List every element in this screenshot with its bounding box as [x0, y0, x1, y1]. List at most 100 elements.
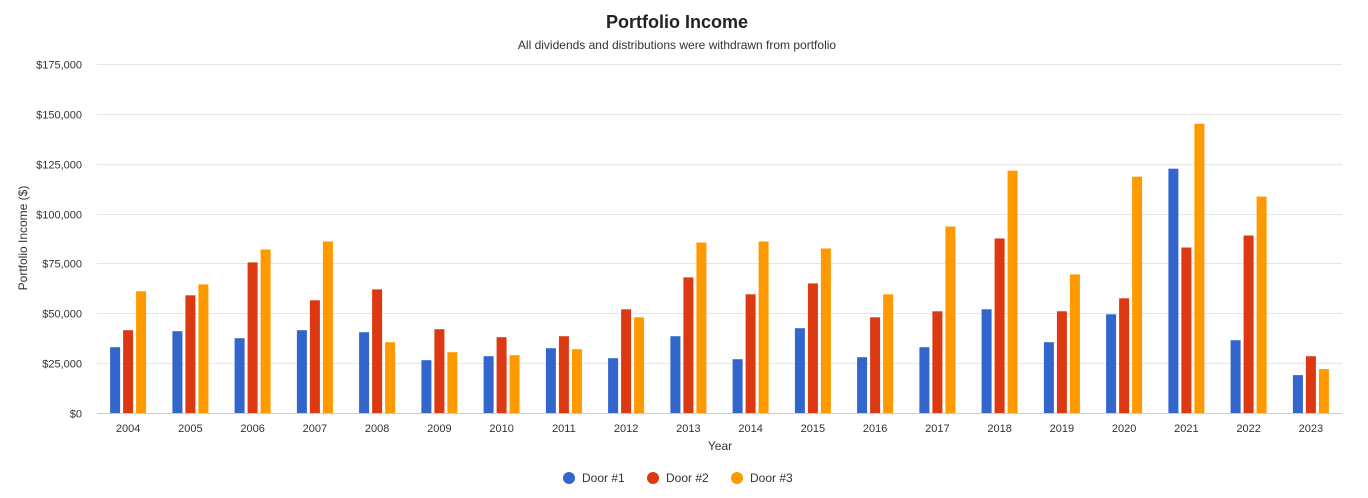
bar-door1-2008[interactable] [359, 332, 370, 413]
bar-door2-2021[interactable] [1181, 247, 1192, 414]
bar-door3-2009[interactable] [447, 352, 458, 413]
legend-label: Door #3 [750, 471, 793, 485]
bar-door1-2014[interactable] [732, 359, 743, 413]
bar-door1-2023[interactable] [1292, 375, 1303, 413]
bar-door2-2017[interactable] [932, 311, 943, 413]
x-tick-label: 2007 [303, 423, 327, 435]
bar-door3-2016[interactable] [883, 294, 894, 413]
bar-door3-2011[interactable] [571, 349, 582, 413]
bar-door1-2015[interactable] [794, 328, 805, 413]
bar-door2-2016[interactable] [870, 317, 881, 413]
legend-marker [647, 472, 659, 484]
y-tick-label: $75,000 [42, 259, 82, 271]
chart-title: Portfolio Income [606, 12, 748, 32]
bar-door3-2010[interactable] [509, 355, 520, 413]
chart-subtitle: All dividends and distributions were wit… [518, 38, 836, 52]
x-tick-label: 2010 [489, 423, 513, 435]
bar-door1-2019[interactable] [1043, 342, 1054, 413]
x-tick-label: 2021 [1174, 423, 1198, 435]
bar-door3-2007[interactable] [322, 241, 333, 414]
bar-door2-2008[interactable] [372, 289, 383, 413]
legend-marker [731, 472, 743, 484]
bar-door3-2008[interactable] [385, 342, 396, 413]
bar-door2-2012[interactable] [621, 309, 632, 413]
bar-door2-2007[interactable] [309, 300, 320, 413]
legend-item[interactable]: Door #3 [731, 471, 793, 485]
y-tick-label: $100,000 [36, 210, 82, 222]
bar-door3-2004[interactable] [136, 291, 147, 413]
bar-door2-2020[interactable] [1119, 298, 1130, 413]
bar-door3-2015[interactable] [820, 248, 831, 414]
x-tick-label: 2013 [676, 423, 700, 435]
bar-door3-2021[interactable] [1194, 123, 1205, 414]
y-tick-label: $175,000 [36, 60, 82, 72]
bar-door3-2013[interactable] [696, 242, 707, 414]
x-tick-label: 2022 [1236, 423, 1260, 435]
bar-door1-2011[interactable] [545, 348, 556, 413]
bar-door3-2006[interactable] [260, 249, 271, 414]
bar-door1-2004[interactable] [110, 347, 121, 413]
bar-door1-2005[interactable] [172, 331, 183, 413]
x-tick-label: 2019 [1050, 423, 1074, 435]
bar-door3-2014[interactable] [758, 241, 769, 414]
bar-door2-2018[interactable] [994, 238, 1005, 414]
bar-door2-2014[interactable] [745, 294, 756, 413]
bar-door1-2006[interactable] [234, 338, 245, 413]
x-tick-label: 2017 [925, 423, 949, 435]
legend: Door #1 Door #2 Door #3 [563, 471, 793, 485]
x-tick-label: 2020 [1112, 423, 1136, 435]
bar-door1-2018[interactable] [981, 309, 992, 413]
y-tick-label: $125,000 [36, 160, 82, 172]
bar-door1-2013[interactable] [670, 336, 681, 413]
bar-door3-2005[interactable] [198, 284, 209, 413]
bar-door2-2005[interactable] [185, 295, 196, 413]
x-tick-label: 2018 [987, 423, 1011, 435]
x-tick-label: 2012 [614, 423, 638, 435]
bar-door2-2011[interactable] [558, 336, 569, 413]
bar-door2-2015[interactable] [807, 283, 818, 413]
gridlines [97, 64, 1342, 414]
bar-door1-2022[interactable] [1230, 340, 1241, 413]
x-tick-label: 2006 [240, 423, 264, 435]
bar-door1-2007[interactable] [296, 330, 307, 413]
legend-item[interactable]: Door #2 [647, 471, 709, 485]
y-axis-label: Portfolio Income ($) [16, 186, 30, 291]
y-axis-ticks: $0 $25,000 $50,000 $75,000 $100,000 $125,000 $… [36, 60, 82, 421]
bar-door1-2017[interactable] [919, 347, 930, 413]
bar-door2-2013[interactable] [683, 277, 694, 413]
bar-door3-2023[interactable] [1318, 369, 1329, 413]
bar-door2-2019[interactable] [1056, 311, 1067, 413]
bar-door1-2010[interactable] [483, 356, 494, 413]
bar-door2-2006[interactable] [247, 262, 258, 413]
bar-door1-2016[interactable] [857, 357, 868, 413]
bar-door2-2010[interactable] [496, 337, 507, 413]
x-tick-label: 2023 [1299, 423, 1323, 435]
bar-door3-2012[interactable] [634, 317, 645, 413]
bar-door1-2012[interactable] [608, 358, 619, 413]
x-tick-label: 2005 [178, 423, 202, 435]
x-axis-ticks: 2004 2005 2006 2007 2008 2009 2010 2011 2012 2013… [116, 423, 1323, 435]
bar-door2-2009[interactable] [434, 329, 445, 413]
bar-door1-2009[interactable] [421, 360, 432, 413]
x-axis-label: Year [708, 439, 732, 453]
bar-door2-2022[interactable] [1243, 235, 1254, 414]
bar-door1-2020[interactable] [1106, 314, 1117, 413]
bar-door1-2021[interactable] [1168, 168, 1179, 413]
x-tick-label: 2015 [801, 423, 825, 435]
y-tick-label: $150,000 [36, 110, 82, 122]
bar-door3-2018[interactable] [1007, 170, 1018, 413]
legend-item[interactable]: Door #1 [563, 471, 625, 485]
x-tick-label: 2016 [863, 423, 887, 435]
bar-door2-2023[interactable] [1305, 356, 1316, 413]
bar-door3-2017[interactable] [945, 226, 956, 414]
legend-marker [563, 472, 575, 484]
x-tick-label: 2014 [738, 423, 762, 435]
bar-door3-2020[interactable] [1132, 176, 1143, 413]
bars [110, 123, 1329, 414]
bar-door3-2022[interactable] [1256, 196, 1267, 413]
legend-label: Door #2 [666, 471, 709, 485]
bar-door2-2004[interactable] [123, 330, 134, 413]
bar-door3-2019[interactable] [1069, 274, 1080, 413]
